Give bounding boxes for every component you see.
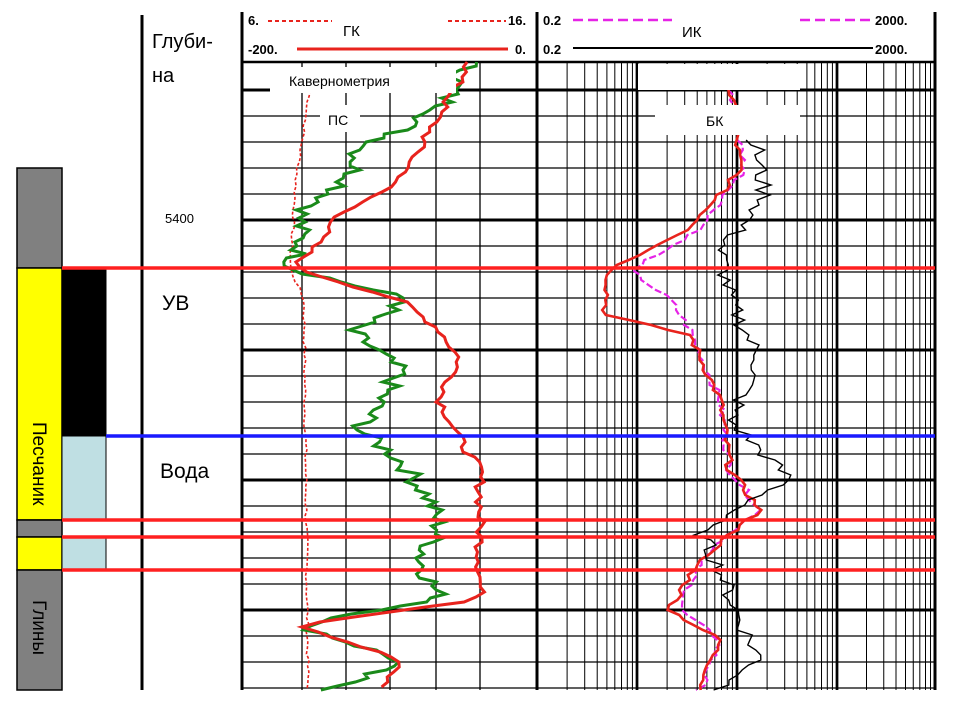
lith-gray-top xyxy=(16,167,63,269)
ik-max: 2000. xyxy=(875,13,908,28)
ps-curve-label: ПС xyxy=(328,112,348,128)
lith-sand-thin xyxy=(16,536,63,571)
gk-max: 16. xyxy=(508,13,526,28)
track2-header: 0.2 ИК 2000. 0.2 2000. БК xyxy=(543,13,908,135)
depth-mark-5400: 5400 xyxy=(165,211,194,226)
caliper-label: Кавернометрия xyxy=(289,73,390,89)
caliper-curve xyxy=(282,61,478,692)
ps-min: -200. xyxy=(248,42,278,57)
depth-header: Глуби- на xyxy=(152,31,218,87)
bk-curve xyxy=(600,89,764,691)
lith-gray-thin xyxy=(16,519,63,538)
track1-header: 6. ГК 16. -200. 0. Кавернометрия ПС xyxy=(248,13,526,132)
sat-water-block-2 xyxy=(61,536,107,571)
sat-oil-block xyxy=(61,267,107,437)
lithology-column: Песчаник Глины xyxy=(16,167,63,691)
bk-curve-label: БК xyxy=(706,113,724,129)
track-borders xyxy=(240,12,937,690)
sat-water-block xyxy=(61,435,107,521)
zone-label-water: Вода xyxy=(160,460,209,483)
ps-max: 0. xyxy=(515,42,526,57)
lith-sandstone-block xyxy=(16,267,63,521)
lith-clay-block xyxy=(16,569,63,691)
track1-grid xyxy=(242,62,537,690)
ik-min: 0.2 xyxy=(543,13,561,28)
gk-curve xyxy=(289,89,311,691)
lith-sandstone-label: Песчаник xyxy=(28,422,49,506)
ps-curve xyxy=(293,61,487,689)
ik-curve xyxy=(630,89,763,691)
saturation-column xyxy=(61,267,107,571)
boundary-lines xyxy=(62,266,935,572)
log-curves xyxy=(282,61,792,692)
lith-clay-label: Глины xyxy=(28,600,49,655)
zone-label-oil: УВ xyxy=(162,292,189,315)
bk-min: 0.2 xyxy=(543,42,561,57)
gk-min: 6. xyxy=(248,13,259,28)
bk-max: 2000. xyxy=(875,42,908,57)
resistivity-curve-3 xyxy=(691,139,792,691)
depth-column: Глуби- на 5400 УВ Вода xyxy=(140,15,218,690)
track2-grid xyxy=(535,62,937,690)
ik-label: ИК xyxy=(682,24,702,41)
gk-label: ГК xyxy=(343,23,360,40)
